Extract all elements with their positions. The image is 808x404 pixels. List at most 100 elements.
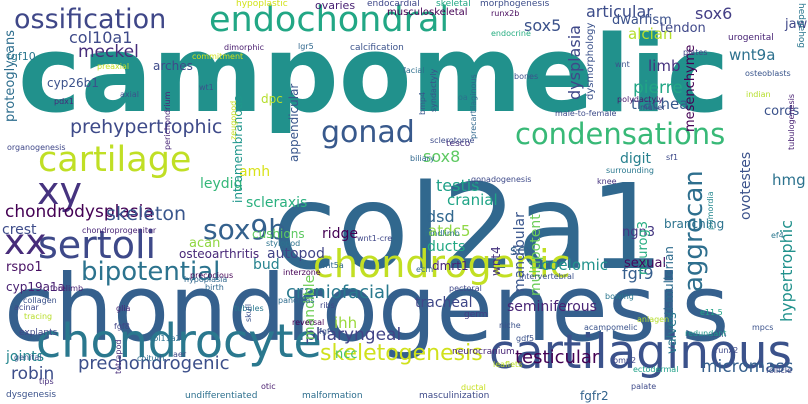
word: stylopod (266, 239, 301, 248)
word: endochondral (209, 0, 450, 40)
word: chondrodysplasia (5, 202, 154, 222)
word: skeleton (106, 203, 186, 225)
word: dwarfism (612, 13, 672, 28)
word: aggrecan (679, 170, 709, 292)
word: surrounding (606, 166, 654, 175)
word: pharyngeal (305, 325, 402, 345)
word: tesco (446, 139, 471, 149)
word: micromass (701, 357, 794, 377)
word: acampomelic (584, 323, 638, 332)
word: sox5 (524, 16, 562, 35)
word: primordia (706, 191, 715, 230)
word: fgf10 (7, 50, 36, 63)
word: crest (2, 222, 37, 238)
word: facial (403, 66, 425, 75)
word: aer (173, 350, 187, 359)
word: sf1 (666, 153, 679, 162)
word: dpc (261, 92, 283, 106)
word: proteoglycans (3, 30, 18, 122)
word: col2a1 (272, 158, 665, 296)
word: tracing (24, 312, 53, 321)
word: collagen (23, 296, 57, 305)
word: mesenchyme (683, 44, 698, 132)
word: cyp26b1 (47, 76, 99, 90)
word: seminiferous (507, 299, 597, 315)
word: niche (499, 321, 521, 330)
word: dysmorphology (585, 22, 596, 100)
word: prehypertrophic (70, 116, 223, 138)
word: bowing (605, 292, 634, 301)
word: joints (6, 349, 45, 365)
word: articular (586, 2, 653, 21)
word: bmp2 (613, 356, 637, 365)
word: commitment (192, 52, 244, 61)
word: chondrogenesis (4, 255, 730, 362)
word: appendicular (287, 83, 301, 162)
word: xy (37, 169, 82, 213)
word: dysgenesis (6, 390, 57, 400)
word: tracheal (415, 295, 473, 311)
word: glia (116, 304, 131, 313)
word: sox9b (203, 213, 287, 246)
word: col11a2 (149, 334, 181, 343)
word: tetrapod (114, 339, 123, 374)
word: hypoplastic (236, 0, 288, 9)
word: fgfr2 (580, 389, 609, 403)
word: wnt9a (729, 46, 776, 64)
word: indian (746, 90, 771, 99)
word: rspo1 (6, 260, 43, 275)
word: scleraxis (246, 195, 308, 211)
word: acinar (14, 303, 39, 312)
word: intervertebral (519, 272, 575, 281)
word: sox6 (695, 4, 733, 23)
word: gonadogenesis (471, 175, 532, 184)
word: ductal (461, 383, 486, 392)
word: tubules (234, 304, 264, 313)
word: follicle (766, 366, 792, 375)
word: calcification (350, 43, 404, 53)
word: prechondrogenic (78, 353, 230, 374)
word: multipotent (528, 214, 544, 296)
word: germ (464, 310, 488, 320)
word: hedgehog (796, 3, 806, 49)
word: wnt5a (319, 261, 344, 270)
word: tendon (660, 21, 706, 36)
word: interzone (283, 268, 321, 277)
word: chondroprogenitor (82, 226, 157, 235)
word: dsd (426, 207, 455, 226)
word: cords (764, 104, 800, 119)
word: autopod (267, 246, 325, 262)
word: testicular (515, 347, 600, 368)
word: knee (597, 177, 617, 186)
word: axial (120, 90, 139, 99)
word: ducts (427, 239, 466, 255)
word: undifferentiated (185, 391, 258, 401)
word: musculoskeletal (387, 7, 468, 18)
word: redundant (685, 329, 727, 338)
word: dmrt1 (432, 259, 469, 273)
word: osteoarthritis (179, 247, 260, 261)
word: ecm (416, 265, 434, 274)
word: wnt1-cre (357, 234, 393, 243)
word: preaxial (97, 62, 130, 71)
word: ihh (334, 314, 358, 332)
word: digit (620, 151, 652, 167)
word: wt1 (199, 83, 214, 92)
word: ef4 (771, 231, 784, 240)
word: col10a1 (69, 28, 133, 47)
word: cartilaginous (489, 325, 793, 380)
word: ridge (322, 226, 359, 242)
word: tubulogenesis (787, 93, 796, 150)
word: fgf9 (622, 264, 654, 283)
word: xx (4, 222, 47, 263)
word: scx (510, 243, 534, 259)
word: biliary (410, 154, 435, 163)
word: wnt4 (489, 246, 503, 276)
word: masculinization (419, 391, 490, 401)
word: pectoral (449, 284, 482, 293)
word: oa (458, 93, 468, 102)
word: testis (436, 176, 480, 195)
word: malformation (302, 391, 363, 401)
word: perichondrium (163, 91, 172, 150)
word: limb (648, 57, 681, 75)
